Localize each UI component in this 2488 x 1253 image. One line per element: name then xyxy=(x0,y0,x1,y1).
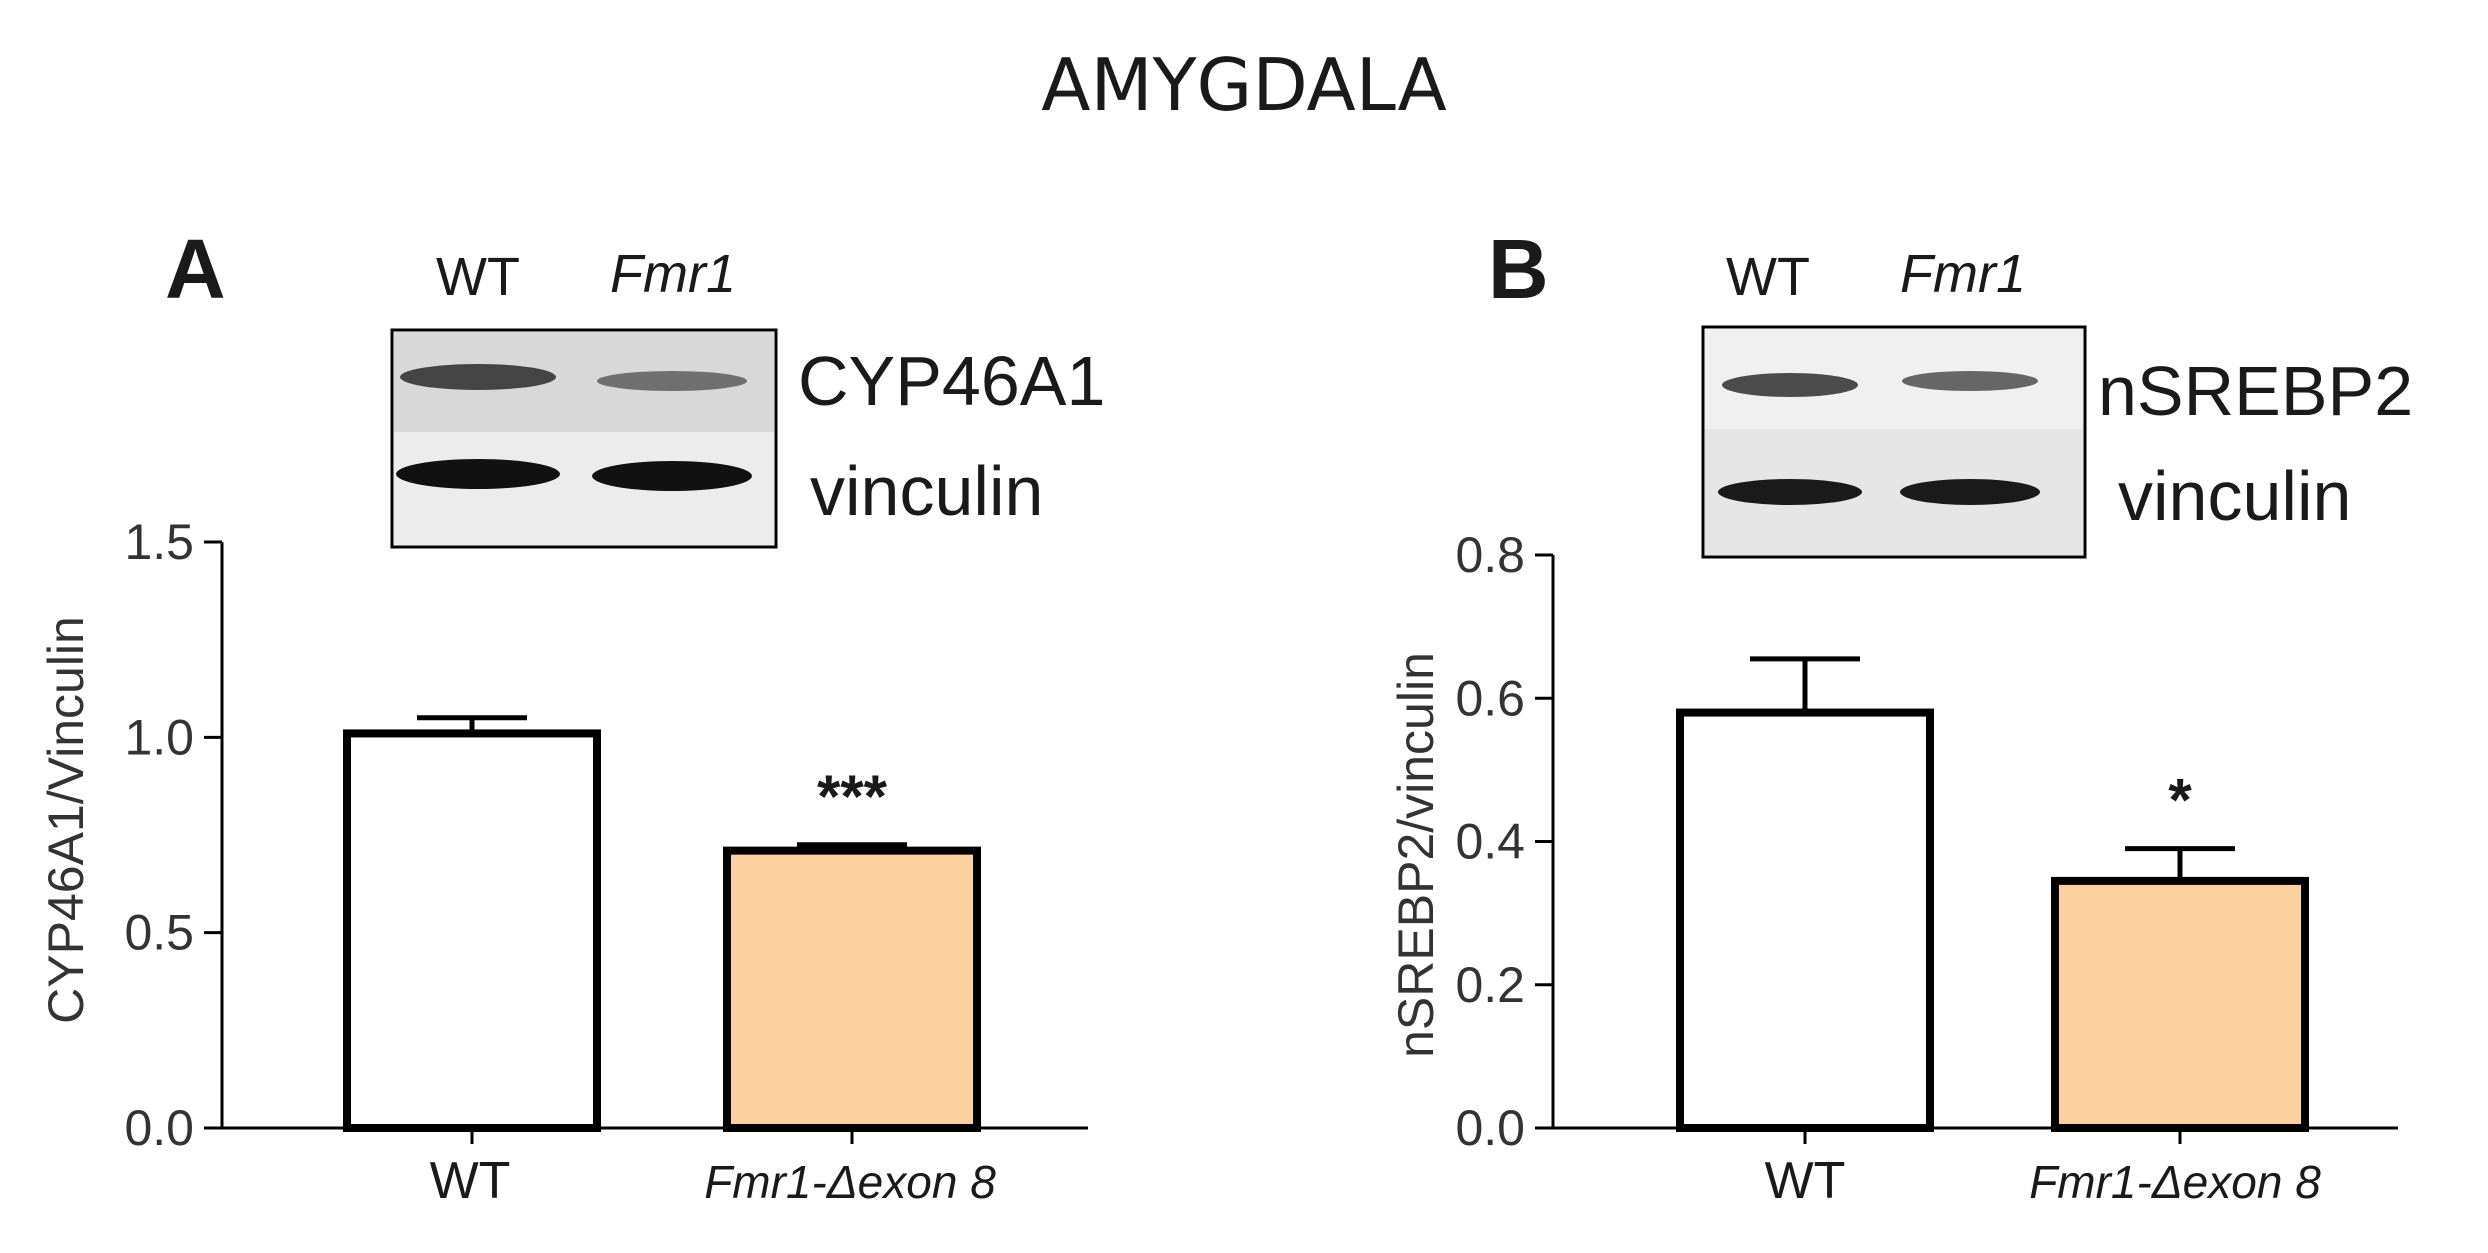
blot-band xyxy=(1900,479,2040,505)
panel-a-protein-2: vinculin xyxy=(810,452,1043,530)
panel-b-significance-marker: * xyxy=(2168,767,2192,834)
panel-b: B WT Fmr1 nSREBP2 vinculin nSREBP2/vincu… xyxy=(1388,222,2413,1210)
blot-band xyxy=(1722,373,1858,397)
blot-band xyxy=(400,364,556,390)
panel-b-plot: 0.0 0.2 0.4 0.6 0.8 * xyxy=(1455,527,2398,1156)
blot-strip xyxy=(394,432,774,545)
blot-band xyxy=(1902,371,2038,391)
panel-a-western-blot xyxy=(390,328,778,549)
panel-a-y-tick-label: 0.0 xyxy=(124,1100,194,1156)
panel-a-y-axis-label: CYP46A1/Vinculin xyxy=(38,616,94,1024)
panel-a-y-tick-label: 0.5 xyxy=(124,905,194,961)
panel-a-significance-marker: *** xyxy=(817,763,888,830)
blot-band xyxy=(1718,479,1862,505)
panel-a-y-tick-label: 1.5 xyxy=(124,514,194,570)
panel-b-y-axis-label: nSREBP2/vinculin xyxy=(1388,652,1444,1058)
panel-b-category-wt: WT xyxy=(1765,1152,1846,1210)
panel-b-western-blot xyxy=(1701,325,2087,559)
figure-title: AMYGDALA xyxy=(1041,43,1447,127)
panel-a-letter: A xyxy=(165,222,226,316)
blot-band xyxy=(396,459,560,489)
panel-b-y-tick-label: 0.4 xyxy=(1455,814,1525,870)
blot-band xyxy=(592,461,752,491)
panel-a-category-wt: WT xyxy=(430,1152,511,1210)
panel-b-y-tick-label: 0.6 xyxy=(1455,670,1525,726)
panel-b-protein-2: vinculin xyxy=(2118,457,2351,535)
panel-a-category-fmr1: Fmr1-Δexon 8 xyxy=(704,1156,996,1208)
panel-b-bar-fmr1 xyxy=(2051,876,2309,1132)
panel-b-lane-wt: WT xyxy=(1726,247,1810,307)
panel-a-protein-1: CYP46A1 xyxy=(798,342,1105,420)
panel-a: A WT Fmr1 CYP46A1 vinculin CYP46A1/Vincu… xyxy=(38,222,1105,1210)
blot-band xyxy=(597,371,747,391)
panel-a-lane-fmr1: Fmr1 xyxy=(610,244,736,304)
panel-b-category-fmr1: Fmr1-Δexon 8 xyxy=(2029,1156,2321,1208)
panel-b-y-tick-label: 0.2 xyxy=(1455,957,1525,1013)
panel-b-letter: B xyxy=(1488,222,1549,316)
panel-b-protein-1: nSREBP2 xyxy=(2098,352,2413,430)
panel-b-y-tick-label: 0.0 xyxy=(1455,1100,1525,1156)
panel-b-bar-wt xyxy=(1676,708,1934,1132)
panel-a-plot: 0.0 0.5 1.0 1.5 *** xyxy=(124,514,1088,1156)
panel-a-bar-wt xyxy=(343,729,601,1133)
panel-a-bar-fmr1 xyxy=(723,846,981,1132)
panel-a-lane-wt: WT xyxy=(436,247,520,307)
panel-b-lane-fmr1: Fmr1 xyxy=(1900,244,2026,304)
panel-a-y-tick-label: 1.0 xyxy=(124,709,194,765)
panel-b-y-tick-label: 0.8 xyxy=(1455,527,1525,583)
